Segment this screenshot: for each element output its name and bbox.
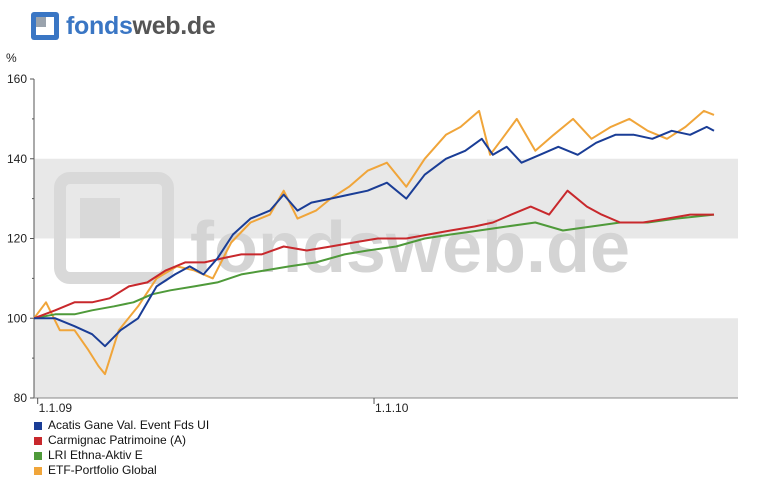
legend-swatch: [34, 436, 42, 445]
legend-item: LRI Ethna-Aktiv E: [34, 448, 209, 463]
legend-swatch: [34, 421, 42, 430]
chart-legend: Acatis Gane Val. Event Fds UI Carmignac …: [34, 418, 209, 478]
y-axis-label: %: [6, 51, 17, 65]
y-tick-label: 120: [7, 232, 27, 246]
watermark-text: fondsweb.de: [190, 208, 630, 288]
chart-axes: 80 100 120 140 160% 1.1.09 1.1.10: [6, 51, 738, 415]
fondsweb-logo[interactable]: fondsweb.de: [30, 8, 216, 44]
legend-swatch: [34, 466, 42, 475]
y-tick-label: 100: [7, 311, 27, 325]
series-line: [34, 125, 715, 348]
legend-item: Carmignac Patrimoine (A): [34, 433, 209, 448]
series-line: [33, 109, 715, 376]
legend-label: Acatis Gane Val. Event Fds UI: [48, 418, 210, 432]
y-tick-label: 80: [14, 391, 28, 405]
legend-swatch: [34, 451, 42, 460]
legend-item: ETF-Portfolio Global: [34, 463, 209, 478]
watermark: fondsweb.de: [54, 172, 630, 288]
series-line: [33, 189, 714, 320]
logo-text: fondsweb.de: [66, 12, 216, 41]
x-tick-label: 1.1.10: [375, 401, 409, 415]
grid-band: [34, 318, 738, 398]
legend-label: LRI Ethna-Aktiv E: [48, 448, 143, 462]
y-tick-label: 140: [7, 152, 27, 166]
x-tick-label: 1.1.09: [39, 401, 73, 415]
legend-label: ETF-Portfolio Global: [48, 463, 157, 477]
logo-text-part1: fonds: [66, 11, 133, 40]
y-tick-label: 160: [7, 72, 27, 86]
legend-item: Acatis Gane Val. Event Fds UI: [34, 418, 209, 433]
legend-label: Carmignac Patrimoine (A): [48, 433, 187, 447]
series-line: [33, 213, 715, 320]
logo-icon: [30, 11, 60, 41]
series-lines: [33, 109, 715, 376]
logo-text-part2: web.de: [132, 11, 216, 40]
